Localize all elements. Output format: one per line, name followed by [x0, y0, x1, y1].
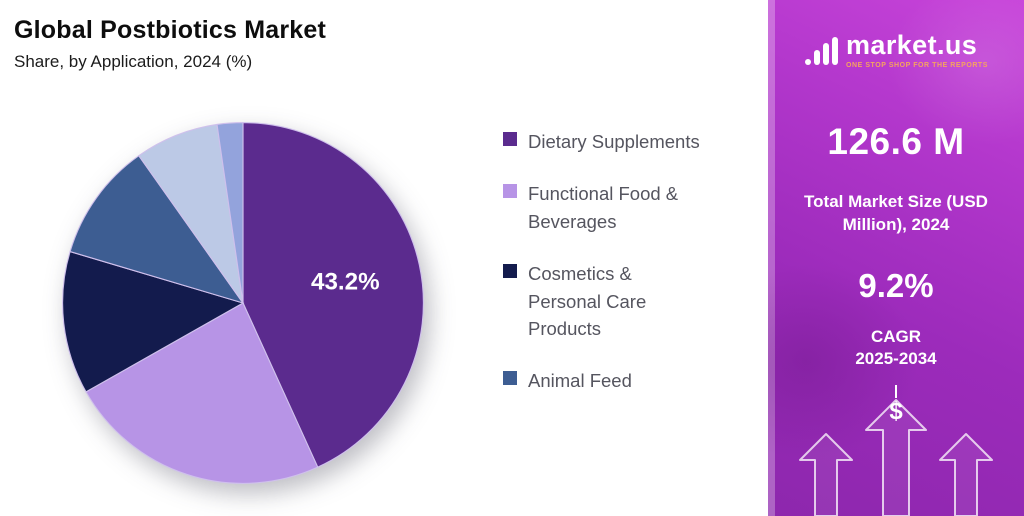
market-size-value: 126.6 M	[827, 121, 965, 162]
dollar-glyph: $	[889, 397, 903, 425]
brand-logo[interactable]: market.us ONE STOP SHOP FOR THE REPORTS	[768, 32, 1024, 71]
legend-label: Dietary Supplements	[528, 131, 700, 152]
pie-slice-4	[69, 154, 245, 304]
market-size-label: Total Market Size (USD Million), 2024	[804, 192, 988, 234]
legend-item-2: Functional Food & Beverages	[503, 180, 700, 235]
page-subtitle: Share, by Application, 2024 (%)	[14, 52, 253, 71]
legend-label: Cosmetics & Personal Care Products	[528, 263, 647, 339]
brand-name: market.us	[846, 30, 978, 60]
pie-chart: 43.2%	[62, 122, 424, 484]
legend: Dietary Supplements Functional Food & Bev…	[503, 128, 700, 395]
legend-swatch	[503, 264, 517, 279]
legend-item-3: Cosmetics & Personal Care Products	[503, 260, 700, 342]
cagr-value: 9.2%	[858, 266, 934, 304]
pie-slice-value-label: 43.2%	[311, 269, 380, 296]
dollar-icon: $	[768, 384, 1024, 425]
marketus-logo-icon	[804, 36, 838, 71]
growth-arrows-icon	[799, 399, 993, 516]
brand-tagline: ONE STOP SHOP FOR THE REPORTS	[846, 62, 988, 69]
legend-swatch	[503, 184, 517, 199]
pie-slice-1	[242, 122, 424, 468]
chart-section: Global Postbiotics Market Share, by Appl…	[14, 16, 700, 490]
cagr-period: 2025-2034	[855, 348, 937, 368]
legend-label: Animal Feed	[528, 370, 632, 392]
pie-slice-3	[62, 250, 245, 393]
page-title: Global Postbiotics Market	[14, 16, 327, 44]
legend-label: Functional Food & Beverages	[528, 183, 679, 232]
legend-item-1: Dietary Supplements	[503, 128, 700, 155]
pie-slice-2	[85, 302, 319, 484]
brand-text-block: market.us ONE STOP SHOP FOR THE REPORTS	[846, 30, 988, 70]
brand-panel: market.us ONE STOP SHOP FOR THE REPORTS …	[768, 0, 1024, 516]
legend-swatch	[503, 132, 517, 146]
legend-swatch	[503, 371, 517, 386]
pie-chart-area: 43.2%	[56, 116, 430, 490]
legend-item-4: Animal Feed	[503, 367, 700, 394]
cagr-label: CAGR	[870, 326, 922, 346]
dollar-stem-line	[895, 384, 897, 398]
pie-slice-6	[216, 122, 244, 304]
